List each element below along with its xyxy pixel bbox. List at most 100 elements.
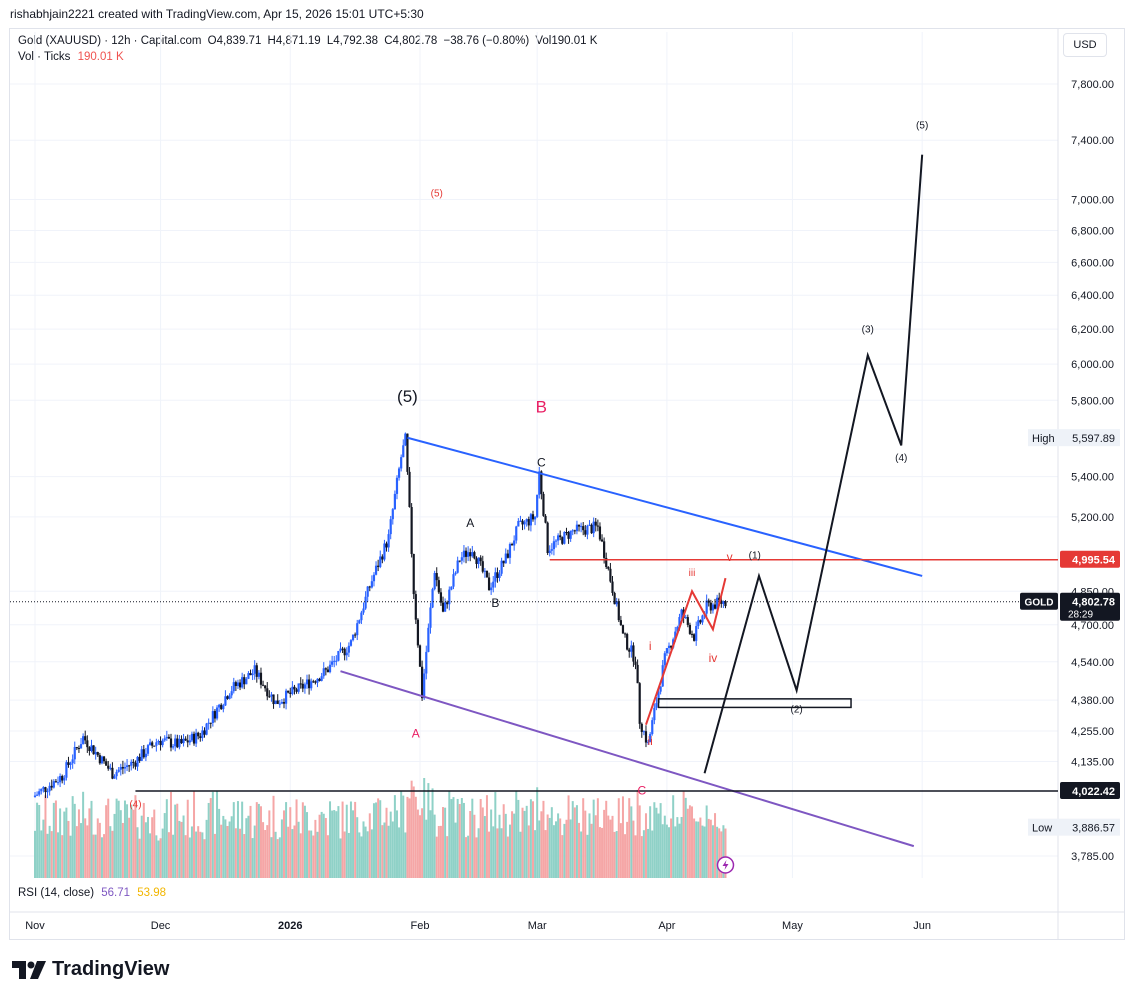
volume-bar	[377, 798, 380, 878]
volume-bar	[569, 819, 572, 878]
candle-body	[659, 686, 662, 692]
volume-bar	[188, 837, 191, 878]
candle-body	[305, 679, 309, 685]
volume-bar	[504, 813, 507, 878]
volume-bar	[590, 823, 593, 878]
volume-bar	[226, 825, 229, 878]
candle-body	[259, 672, 263, 685]
volume-bar	[301, 802, 304, 878]
volume-bar	[63, 811, 66, 878]
volume-bar	[672, 795, 675, 878]
candle-body	[630, 645, 633, 652]
candle-body	[554, 540, 558, 542]
volume-bar	[257, 803, 260, 878]
volume-bar	[289, 807, 292, 878]
wave-label: (4)	[895, 453, 907, 464]
candle-body	[345, 652, 348, 656]
volume-bar	[536, 787, 539, 878]
volume-bar	[617, 798, 620, 878]
volume-bar	[538, 820, 541, 878]
candle-body	[176, 738, 179, 748]
candle-body	[716, 597, 719, 609]
volume-bar	[550, 807, 553, 878]
volume-bar	[429, 810, 432, 878]
candle-body	[473, 552, 476, 559]
volume-bar	[117, 800, 120, 878]
volume-bar	[649, 806, 652, 878]
candle-body	[243, 677, 246, 685]
candle-body	[580, 526, 583, 528]
volume-legend: Vol · Ticks 190.01 K	[18, 51, 124, 63]
candle-body	[433, 573, 436, 590]
volume-bar	[203, 839, 206, 878]
candle-body	[475, 558, 478, 564]
symbol-name[interactable]: Gold (XAUUSD) · 12h · Capital.com	[18, 35, 202, 47]
volume-bar	[686, 808, 689, 878]
volume-bar	[220, 824, 223, 878]
price-axis: 7,800.00 7,400.00 7,000.00 6,800.00 6,600.00…	[1071, 79, 1114, 863]
candle-body	[665, 648, 669, 654]
time-axis-tick: May	[782, 920, 803, 932]
time-axis-tick: Feb	[411, 920, 430, 932]
candle-body	[303, 684, 307, 689]
wave-label: ii	[647, 734, 652, 748]
volume-bar	[632, 820, 635, 878]
candle-body	[232, 682, 235, 692]
candle-body	[669, 645, 673, 648]
volume-label[interactable]: Vol · Ticks	[18, 51, 71, 63]
high-value: H4,871.19	[267, 35, 321, 47]
price-axis-tick: 6,000.00	[1071, 359, 1114, 371]
volume-bar	[691, 806, 694, 878]
candle-body	[402, 445, 405, 458]
volume-bar	[326, 835, 329, 878]
wave-label: (5)	[397, 387, 418, 406]
volume-bar	[42, 819, 45, 878]
volume-bar	[678, 823, 681, 878]
volume-bar	[132, 809, 135, 878]
volume-bar	[613, 831, 616, 878]
volume-bar	[529, 799, 532, 878]
volume-bar	[320, 811, 323, 878]
volume-bar	[381, 825, 384, 878]
price-axis-tick: 6,400.00	[1071, 290, 1114, 302]
volume-bar	[119, 810, 122, 878]
volume-bar	[670, 818, 673, 878]
price-axis-tick: 6,200.00	[1071, 324, 1114, 336]
volume-bar	[400, 791, 403, 878]
volume-bar	[48, 825, 51, 878]
candle-body	[485, 570, 489, 578]
volume-bar	[285, 802, 288, 878]
candle-body	[379, 556, 382, 567]
volume-bar	[607, 815, 610, 878]
rsi-label[interactable]: RSI (14, close)	[18, 887, 95, 899]
candle-body	[515, 526, 518, 541]
candle-body	[144, 753, 147, 758]
currency-button[interactable]: USD	[1063, 33, 1107, 57]
volume-bar	[368, 813, 371, 878]
volume-bar	[98, 822, 101, 878]
candle-body	[270, 694, 273, 697]
volume-bar	[404, 832, 407, 878]
candle-body	[107, 765, 110, 769]
tradingview-logo[interactable]: TradingView	[12, 958, 169, 981]
volume-bar	[389, 811, 392, 878]
candle-body	[471, 552, 474, 557]
volume-bar	[213, 833, 216, 878]
volume-bar	[337, 806, 340, 878]
candle-body	[360, 612, 363, 621]
volume-bar	[477, 828, 480, 878]
volume-bar	[82, 791, 85, 878]
high-value: 5,597.89	[1072, 433, 1115, 445]
candle-body	[372, 574, 376, 582]
candle-body	[308, 679, 311, 689]
candle-body	[705, 600, 708, 614]
volume-bar	[469, 810, 472, 878]
volume-bar	[580, 831, 583, 878]
volume-bar	[253, 825, 256, 878]
volume-bar	[146, 816, 149, 878]
volume-bar	[287, 826, 290, 878]
volume-bar	[402, 795, 405, 878]
candle-body	[479, 557, 482, 562]
candle-body	[464, 550, 468, 557]
